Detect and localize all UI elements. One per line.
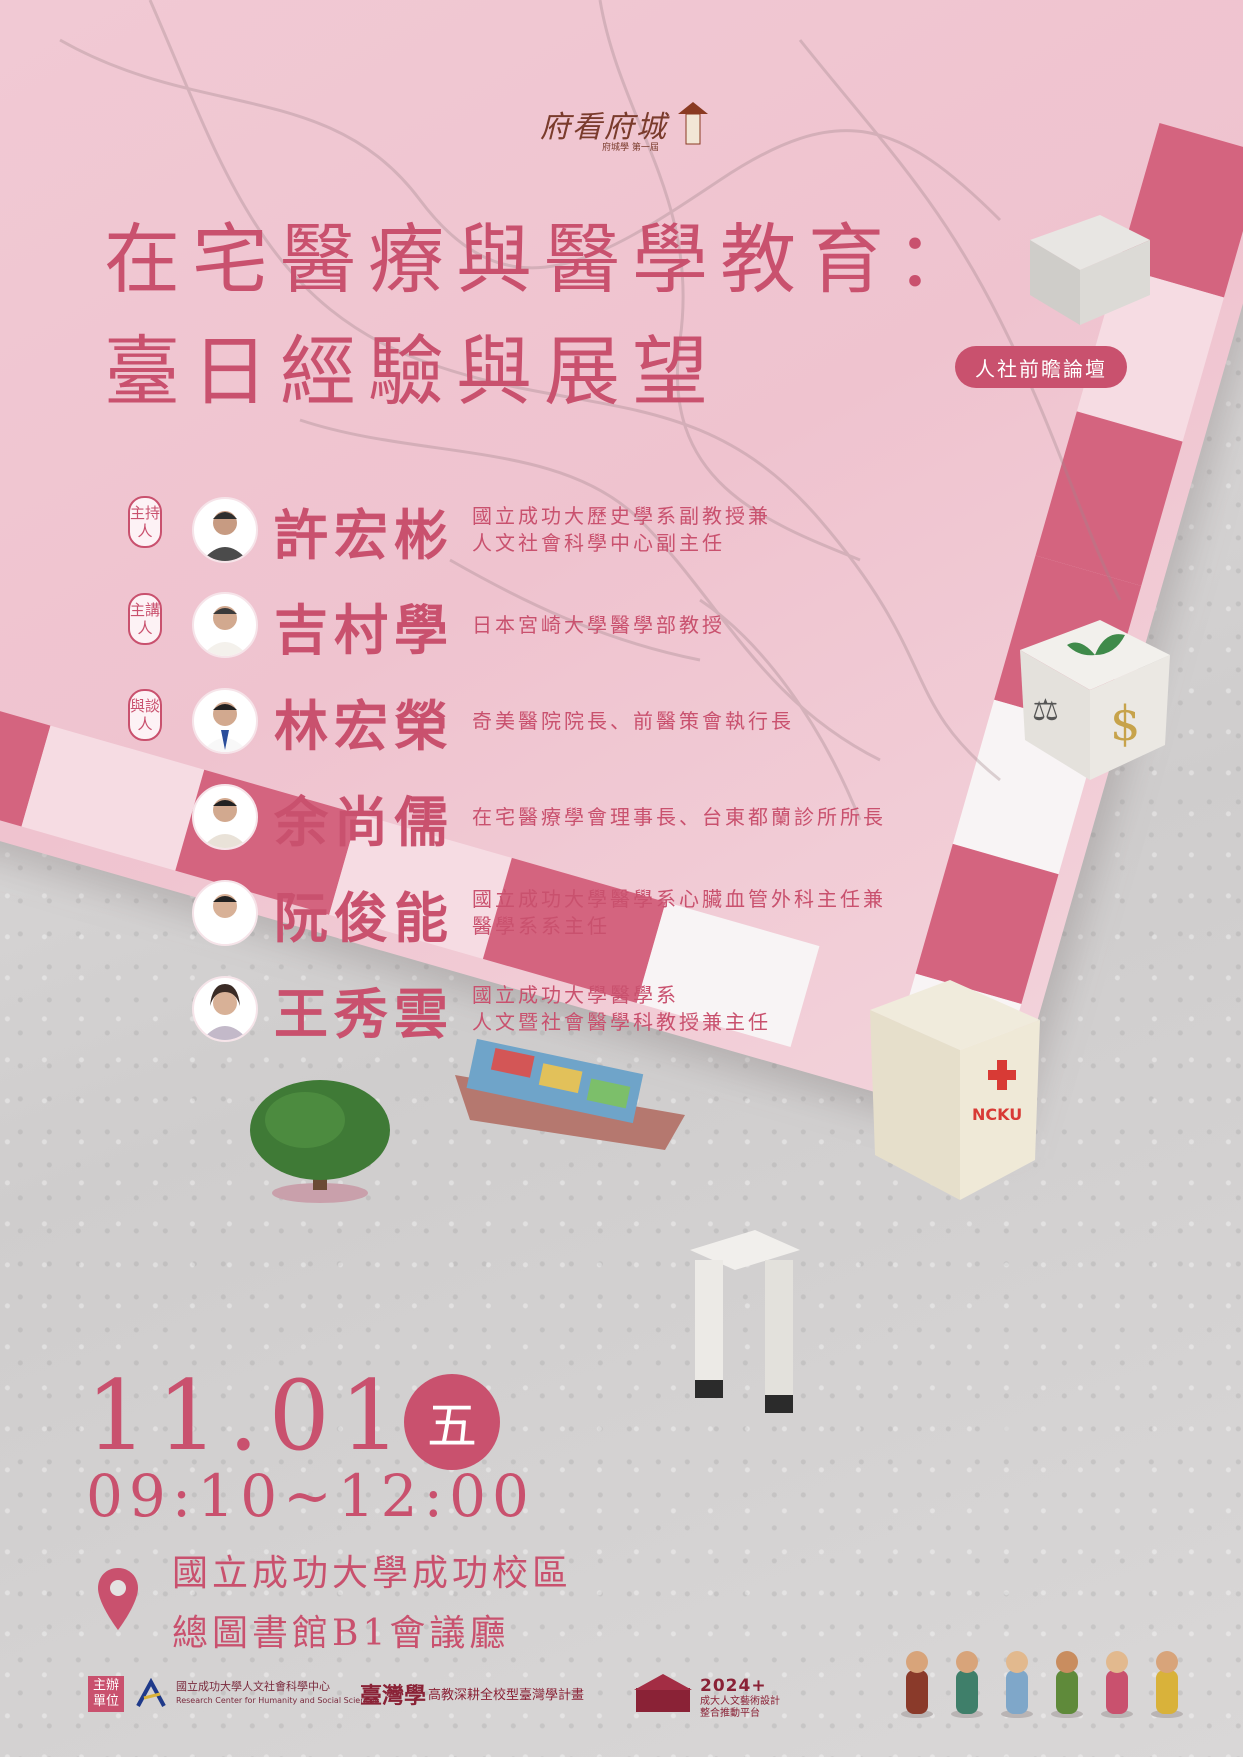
speaker-title: 國立成功大歷史學系副教授兼 人文社會科學中心副主任 — [472, 504, 771, 555]
avatar — [192, 592, 258, 658]
event-weekday: 五 — [404, 1374, 500, 1470]
speaker-name: 許宏彬 — [274, 502, 454, 567]
organizer-label: 主辦單位 — [88, 1676, 124, 1712]
page-title-line2: 臺日經驗與展望 — [104, 327, 720, 416]
event-time: 09:10~12:00 — [86, 1462, 535, 1530]
tree-icon — [250, 1080, 390, 1203]
platform-logo-icon — [634, 1674, 692, 1712]
role-tag-host: 主持人 — [128, 496, 162, 548]
event-venue-line1: 國立成功大學成功校區 — [172, 1553, 573, 1594]
avatar — [192, 784, 258, 850]
svg-text:⚖: ⚖ — [1032, 693, 1059, 728]
speaker-name: 阮俊能 — [274, 885, 454, 950]
avatar — [192, 688, 258, 754]
role-tag-keynote: 主講人 — [128, 593, 162, 645]
event-venue-line2: 總圖書館B1會議廳 — [172, 1613, 510, 1654]
speaker-row: 阮俊能 國立成功大學醫學系心臟血管外科主任兼 醫學系系主任 — [192, 878, 886, 950]
taiwan-studies-logo: 臺灣學 — [360, 1683, 427, 1709]
ship-icon — [455, 1038, 685, 1150]
gate-icon — [690, 1230, 800, 1413]
figurines-decoration — [901, 1651, 1183, 1718]
speaker-name: 吉村學 — [274, 597, 454, 662]
role-tag-panel: 與談人 — [128, 689, 162, 741]
logo-subtext: 府城學 第一屆 — [602, 143, 659, 153]
svg-text:$: $ — [1110, 696, 1141, 752]
art-platform: 2024+ 成大人文藝術設計 整合推動平台 — [700, 1676, 780, 1719]
speaker-title: 國立成功大學醫學系 人文暨社會醫學科教授兼主任 — [472, 983, 771, 1034]
page-title-line1: 在宅醫療與醫學教育： — [104, 215, 984, 304]
event-logo: 府看府城 府城學 第一屆 — [540, 100, 710, 153]
speaker-title: 日本宮崎大學醫學部教授 — [472, 612, 725, 637]
speaker-name: 余尚儒 — [274, 789, 454, 854]
speaker-title: 奇美醫院院長、前醫策會執行長 — [472, 708, 794, 733]
avatar — [192, 880, 258, 946]
avatar — [192, 497, 258, 563]
speaker-row: 王秀雲 國立成功大學醫學系 人文暨社會醫學科教授兼主任 — [192, 974, 771, 1046]
speaker-row: 許宏彬 國立成功大歷史學系副教授兼 人文社會科學中心副主任 — [192, 495, 771, 567]
speaker-name: 林宏榮 — [274, 693, 454, 758]
organizer-rchss: 國立成功大學人文社會科學中心 Research Center for Human… — [176, 1680, 379, 1705]
speaker-name: 王秀雲 — [274, 981, 454, 1046]
speaker-title: 在宅醫療學會理事長、台東都蘭診所所長 — [472, 804, 886, 829]
pagoda-icon — [678, 102, 708, 145]
taiwan-studies-program: 高教深耕全校型臺灣學計畫 — [428, 1688, 585, 1703]
speaker-row: 余尚儒 在宅醫療學會理事長、台東都蘭診所所長 — [192, 782, 886, 854]
avatar — [192, 976, 258, 1042]
hospital-icon: NCKU — [870, 980, 1040, 1200]
event-date: 11.01 — [86, 1360, 411, 1472]
speaker-title: 國立成功大學醫學系心臟血管外科主任兼 醫學系系主任 — [472, 887, 886, 938]
forum-badge: 人社前瞻論壇 — [955, 346, 1127, 388]
svg-text:NCKU: NCKU — [972, 1105, 1022, 1124]
speaker-row: 林宏榮 奇美醫院院長、前醫策會執行長 — [192, 686, 794, 758]
logo-text: 府看府城 — [540, 110, 668, 145]
map-lines-decoration — [59, 0, 1122, 821]
tower-icon — [1030, 215, 1150, 325]
rchss-logo-icon — [136, 1678, 166, 1707]
dice-icon: $ ⚖ — [1020, 620, 1170, 780]
location-pin-icon — [98, 1568, 138, 1630]
speaker-row: 吉村學 日本宮崎大學醫學部教授 — [192, 590, 725, 662]
